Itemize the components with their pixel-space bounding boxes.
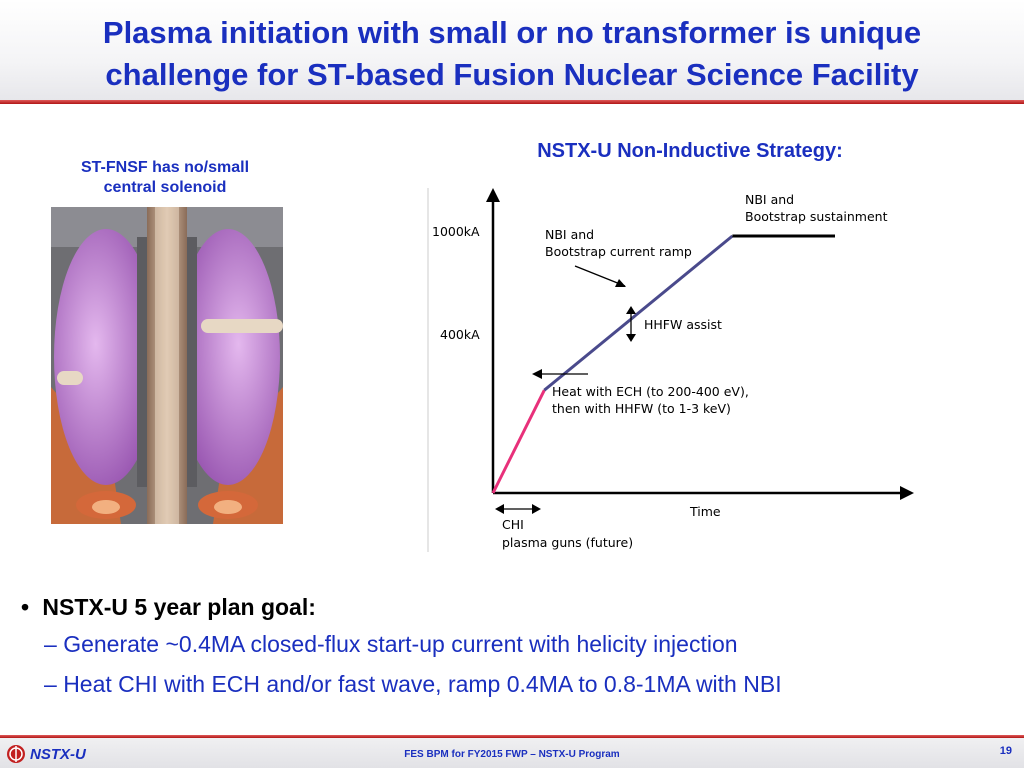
nstx-logo-icon: [7, 745, 25, 763]
page-number: 19: [999, 745, 1012, 757]
x-axis-arrowhead: [900, 486, 914, 500]
annotation-sustain-line-1: NBI and: [745, 192, 794, 207]
bullet-sub-2: – Heat CHI with ECH and/or fast wave, ra…: [44, 671, 782, 697]
heat-pointer-arrowhead: [532, 369, 542, 379]
nstx-logo-text: NSTX-U: [30, 745, 86, 763]
bullet-main: • NSTX-U 5 year plan goal:: [14, 590, 1014, 624]
nstx-logo: NSTX-U: [6, 744, 86, 764]
non-inductive-strategy-chart: 1000kA 400kA Time NBI and Bootstrap sust…: [427, 188, 914, 552]
annotation-heat-line-2: then with HHFW (to 1-3 keV): [552, 401, 731, 416]
title-line-1: Plasma initiation with small or no trans…: [102, 15, 922, 50]
chi-arrowhead-right: [532, 504, 541, 514]
bullet-sub-1: – Generate ~0.4MA closed-flux start-up c…: [44, 631, 738, 657]
slide-footer: [0, 738, 1024, 768]
header-divider: [0, 100, 1024, 104]
ramp-pointer-arrowhead: [615, 279, 626, 287]
y-axis-arrowhead: [486, 188, 500, 202]
x-axis-label: Time: [689, 504, 721, 519]
solenoid-caption-line-2: central solenoid: [103, 179, 227, 196]
solenoid-caption: ST-FNSF has no/small central solenoid: [40, 158, 290, 198]
annotation-chi-line-1: CHI: [502, 517, 524, 532]
series-nbi-ramp-line: [543, 234, 734, 392]
hhfw-arrowhead-up: [626, 306, 636, 314]
tokamak-cross-section-image: [51, 207, 283, 524]
series-chi-startup-line: [491, 389, 546, 494]
annotation-hhfw: HHFW assist: [644, 317, 722, 332]
y-tick-label-1000kA: 1000kA: [432, 224, 480, 239]
annotation-ramp-line-1: NBI and: [545, 227, 594, 242]
slide-header: [0, 0, 1024, 103]
chi-arrowhead-left: [495, 504, 504, 514]
annotation-ramp-line-2: Bootstrap current ramp: [545, 244, 692, 259]
solenoid-caption-line-1: ST-FNSF has no/small: [80, 159, 250, 176]
bullet-sub-1-text: Generate ~0.4MA closed-flux start-up cur…: [63, 631, 738, 657]
slide-title: Plasma initiation with small or no trans…: [0, 12, 1024, 96]
bullet-main-text: NSTX-U 5 year plan goal:: [42, 594, 316, 620]
annotation-heat-line-1: Heat with ECH (to 200-400 eV),: [552, 384, 749, 399]
bullet-dot-icon: •: [20, 594, 30, 620]
title-line-2: challenge for ST-based Fusion Nuclear Sc…: [105, 57, 919, 92]
hhfw-arrowhead-down: [626, 334, 636, 342]
ramp-pointer-arrow: [574, 265, 626, 287]
footer-program-text: FES BPM for FY2015 FWP – NSTX-U Program: [404, 749, 620, 760]
annotation-sustain-line-2: Bootstrap sustainment: [745, 209, 888, 224]
bullet-sub-2-text: Heat CHI with ECH and/or fast wave, ramp…: [63, 671, 782, 697]
annotation-chi-line-2: plasma guns (future): [502, 535, 633, 550]
footer-divider: [0, 735, 1024, 738]
y-tick-label-400kA: 400kA: [440, 327, 480, 342]
goal-bullet-list: • NSTX-U 5 year plan goal: – Generate ~0…: [14, 590, 1014, 704]
strategy-heading: NSTX-U Non-Inductive Strategy:: [537, 140, 843, 162]
